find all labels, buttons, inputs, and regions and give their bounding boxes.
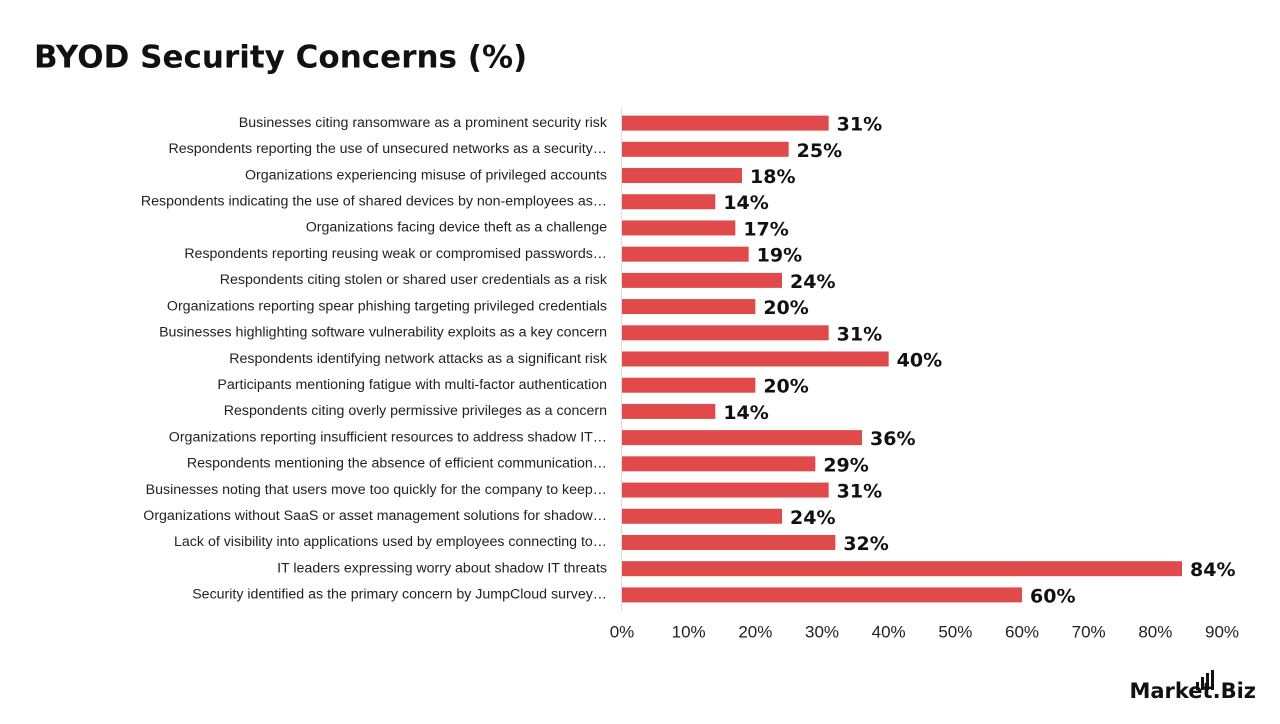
x-tick-label: 70% bbox=[1072, 622, 1106, 641]
x-tick-label: 30% bbox=[805, 622, 839, 641]
logo-bar bbox=[1201, 677, 1204, 690]
y-tick-label: Businesses citing ransomware as a promin… bbox=[239, 115, 608, 131]
bar bbox=[622, 168, 742, 184]
value-label: 31% bbox=[837, 323, 882, 345]
x-tick-label: 60% bbox=[1005, 622, 1039, 641]
y-tick-label: Organizations without SaaS or asset mana… bbox=[143, 508, 607, 524]
x-tick-label: 0% bbox=[610, 622, 635, 641]
logo-bar bbox=[1196, 682, 1199, 690]
bar bbox=[622, 508, 782, 524]
bar bbox=[622, 325, 829, 341]
y-tick-label: Participants mentioning fatigue with mul… bbox=[217, 377, 607, 393]
bar bbox=[622, 115, 829, 131]
value-label: 40% bbox=[897, 350, 942, 372]
value-label: 84% bbox=[1190, 559, 1235, 581]
bar bbox=[622, 246, 749, 262]
y-tick-label: Respondents citing overly permissive pri… bbox=[224, 403, 607, 419]
bar bbox=[622, 194, 716, 210]
value-label: 24% bbox=[790, 271, 835, 293]
y-tick-label: Lack of visibility into applications use… bbox=[174, 534, 607, 550]
x-tick-label: 10% bbox=[672, 622, 706, 641]
value-label: 31% bbox=[837, 481, 882, 503]
value-label: 32% bbox=[843, 533, 888, 555]
bar bbox=[622, 482, 829, 498]
y-tick-label: Security identified as the primary conce… bbox=[192, 587, 607, 603]
x-tick-label: 40% bbox=[872, 622, 906, 641]
y-tick-label: Respondents citing stolen or shared user… bbox=[220, 272, 608, 288]
y-tick-label: IT leaders expressing worry about shadow… bbox=[277, 560, 607, 576]
x-tick-label: 80% bbox=[1138, 622, 1172, 641]
x-tick-label: 50% bbox=[938, 622, 972, 641]
value-label: 25% bbox=[797, 140, 842, 162]
value-label: 20% bbox=[763, 376, 808, 398]
x-tick-label: 90% bbox=[1205, 622, 1239, 641]
y-tick-label: Organizations facing device theft as a c… bbox=[306, 220, 607, 236]
logo-bar bbox=[1211, 670, 1214, 690]
value-label: 14% bbox=[723, 402, 768, 424]
value-label: 14% bbox=[723, 192, 768, 214]
chart-title: BYOD Security Concerns (%) bbox=[34, 40, 527, 76]
y-tick-label: Organizations experiencing misuse of pri… bbox=[245, 167, 607, 183]
y-tick-label: Businesses noting that users move too qu… bbox=[146, 482, 607, 498]
value-label: 18% bbox=[750, 166, 795, 188]
y-tick-label: Respondents mentioning the absence of ef… bbox=[187, 456, 607, 472]
bar bbox=[622, 141, 789, 157]
bar bbox=[622, 220, 736, 236]
y-tick-label: Organizations reporting insufficient res… bbox=[169, 429, 607, 445]
logo: Market.Biz bbox=[1129, 670, 1256, 703]
y-tick-label: Respondents identifying network attacks … bbox=[229, 351, 608, 367]
bar bbox=[622, 561, 1182, 577]
bar bbox=[622, 351, 889, 367]
value-label: 31% bbox=[837, 114, 882, 136]
logo-text: Market.Biz bbox=[1129, 679, 1256, 703]
bar bbox=[622, 299, 756, 315]
bar bbox=[622, 430, 862, 446]
bar bbox=[622, 534, 836, 550]
y-tick-label: Businesses highlighting software vulnera… bbox=[159, 325, 607, 341]
value-label: 19% bbox=[757, 245, 802, 267]
y-tick-label: Respondents reporting the use of unsecur… bbox=[169, 141, 607, 157]
value-label: 29% bbox=[823, 454, 868, 476]
value-label: 17% bbox=[743, 218, 788, 240]
bar bbox=[622, 272, 782, 288]
value-label: 36% bbox=[870, 428, 915, 450]
y-tick-label: Respondents indicating the use of shared… bbox=[141, 193, 607, 209]
y-tick-label: Respondents reporting reusing weak or co… bbox=[184, 246, 607, 262]
value-label: 20% bbox=[763, 297, 808, 319]
bar bbox=[622, 403, 716, 419]
x-tick-label: 20% bbox=[738, 622, 772, 641]
bar bbox=[622, 587, 1022, 603]
value-label: 60% bbox=[1030, 585, 1075, 607]
bar bbox=[622, 377, 756, 393]
logo-bar bbox=[1206, 673, 1209, 690]
value-label: 24% bbox=[790, 507, 835, 529]
bar bbox=[622, 456, 816, 472]
y-tick-label: Organizations reporting spear phishing t… bbox=[167, 298, 607, 314]
